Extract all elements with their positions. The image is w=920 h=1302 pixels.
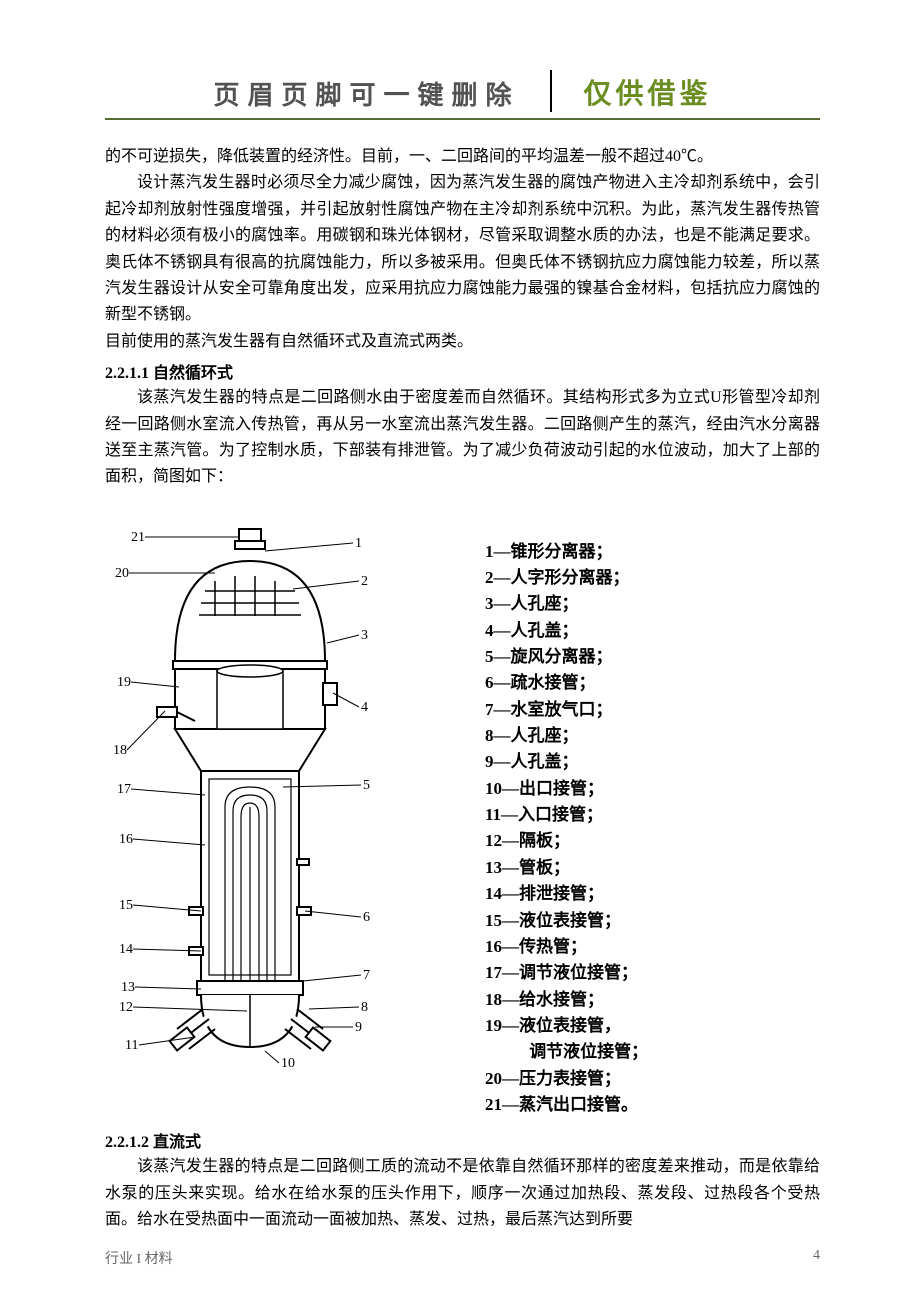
callout-number: 4 — [361, 700, 368, 715]
page-header: 页眉页脚可一键删除 仅供借鉴 — [105, 70, 820, 112]
legend-item: 8—人孔座； — [485, 723, 648, 749]
footer-page-number: 4 — [813, 1248, 820, 1268]
legend-item: 2—人字形分离器； — [485, 565, 648, 591]
legend-item: 19—液位表接管， — [485, 1013, 648, 1039]
callout-number: 3 — [361, 628, 368, 643]
paragraph-types: 目前使用的蒸汽发生器有自然循环式及直流式两类。 — [105, 329, 820, 355]
section-number: 2.2.1.2 — [105, 1134, 153, 1151]
legend-item: 12—隔板； — [485, 828, 648, 854]
section-2-2-1-2: 2.2.1.2 直流式 — [105, 1128, 820, 1152]
legend-item: 调节液位接管； — [485, 1039, 648, 1065]
legend-item: 4—人孔盖； — [485, 618, 648, 644]
callout-number: 21 — [131, 530, 145, 545]
paragraph-once-through: 该蒸汽发生器的特点是二回路侧工质的流动不是依靠自然循环那样的密度差来推动，而是依… — [105, 1154, 820, 1233]
legend-item: 9—人孔盖； — [485, 749, 648, 775]
legend-item: 5—旋风分离器； — [485, 644, 648, 670]
header-separator — [550, 70, 552, 112]
callout-number: 14 — [119, 942, 133, 957]
callout-number: 11 — [125, 1038, 138, 1053]
legend-item: 3—人孔座； — [485, 591, 648, 617]
callout-number: 1 — [355, 536, 362, 551]
header-right-text: 仅供借鉴 — [584, 72, 712, 112]
legend-item: 1—锥形分离器； — [485, 539, 648, 565]
callout-number: 10 — [281, 1056, 295, 1071]
page: 页眉页脚可一键删除 仅供借鉴 的不可逆损失，降低装置的经济性。目前，一、二回路间… — [0, 0, 920, 1302]
legend-cell: 1—锥形分离器；2—人字形分离器；3—人孔座；4—人孔盖；5—旋风分离器；6—疏… — [405, 511, 648, 1119]
legend-item: 17—调节液位接管； — [485, 960, 648, 986]
callout-number: 2 — [361, 574, 368, 589]
legend-item: 21—蒸汽出口接管。 — [485, 1092, 648, 1118]
callout-number: 8 — [361, 1000, 368, 1015]
callout-number: 19 — [117, 675, 131, 690]
paragraph-continuation: 的不可逆损失，降低装置的经济性。目前，一、二回路间的平均温差一般不超过40℃。 — [105, 144, 820, 170]
section-title: 自然循环式 — [153, 365, 233, 382]
section-title: 直流式 — [153, 1134, 201, 1151]
callout-number: 20 — [115, 566, 129, 581]
footer-left: 行业 I 材料 — [105, 1248, 173, 1268]
steam-generator-diagram: 212019181716151413121112345678910 — [105, 511, 395, 1076]
legend-item: 18—给水接管； — [485, 987, 648, 1013]
callout-number: 7 — [363, 968, 370, 983]
callout-number: 5 — [363, 778, 370, 793]
legend-item: 14—排泄接管； — [485, 881, 648, 907]
legend-item: 13—管板； — [485, 855, 648, 881]
callout-number: 17 — [117, 782, 131, 797]
page-footer: 行业 I 材料 4 — [105, 1248, 820, 1268]
diagram-cell: 212019181716151413121112345678910 — [105, 511, 405, 1076]
paragraph-natural-circulation: 该蒸汽发生器的特点是二回路侧水由于密度差而自然循环。其结构形式多为立式U形管型冷… — [105, 385, 820, 491]
legend-item: 15—液位表接管； — [485, 908, 648, 934]
legend-item: 10—出口接管； — [485, 776, 648, 802]
callout-number: 6 — [363, 910, 370, 925]
legend-item: 20—压力表接管； — [485, 1066, 648, 1092]
legend-item: 6—疏水接管； — [485, 670, 648, 696]
figure-area: 212019181716151413121112345678910 1—锥形分离… — [105, 511, 820, 1119]
callout-number: 15 — [119, 898, 133, 913]
legend-item: 11—入口接管； — [485, 802, 648, 828]
legend-item: 7—水室放气口； — [485, 697, 648, 723]
callout-number: 13 — [121, 980, 135, 995]
callout-number: 18 — [113, 743, 127, 758]
callout-number: 12 — [119, 1000, 133, 1015]
callout-number: 16 — [119, 832, 133, 847]
header-left-text: 页眉页脚可一键删除 — [213, 75, 549, 112]
section-2-2-1-1: 2.2.1.1 自然循环式 — [105, 359, 820, 383]
section-number: 2.2.1.1 — [105, 365, 153, 382]
paragraph-design: 设计蒸汽发生器时必须尽全力减少腐蚀，因为蒸汽发生器的腐蚀产物进入主冷却剂系统中，… — [105, 170, 820, 328]
header-rule — [105, 118, 820, 120]
callout-number: 9 — [355, 1020, 362, 1035]
legend-item: 16—传热管； — [485, 934, 648, 960]
